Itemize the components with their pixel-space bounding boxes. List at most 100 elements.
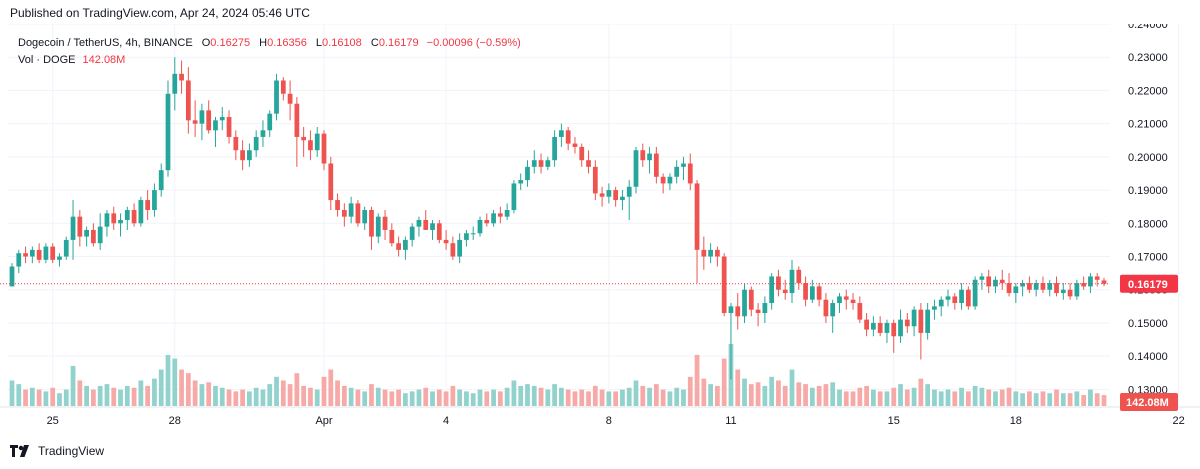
candle-body <box>260 130 266 137</box>
volume-bar <box>843 391 849 406</box>
volume-bar <box>674 387 680 406</box>
candle-body <box>1101 280 1107 284</box>
volume-bar <box>172 358 178 406</box>
volume-bar <box>809 387 815 406</box>
volume-bar <box>409 391 415 406</box>
volume-bar <box>769 376 775 406</box>
candle-body <box>803 283 808 300</box>
legend-symbol[interactable]: Dogecoin / TetherUS, 4h, BINANCE <box>18 37 193 49</box>
candle-body <box>450 243 456 257</box>
volume-bar <box>504 387 510 406</box>
candle-body <box>877 322 883 333</box>
volume-bar <box>206 382 212 406</box>
volume-bar <box>396 389 401 406</box>
chart-area[interactable]: 0.24000 0.23000 0.22000 0.21000 0.20000 0.190… <box>0 19 1200 436</box>
candle <box>592 160 598 201</box>
candle-body <box>572 143 578 147</box>
candle-body <box>219 117 225 121</box>
candle <box>803 276 808 307</box>
volume-bar <box>29 387 35 406</box>
candle-body <box>1054 283 1059 294</box>
candle-body <box>233 136 239 151</box>
volume-bar <box>708 384 713 406</box>
candle-body <box>1027 283 1032 290</box>
volume-bar <box>50 387 56 406</box>
volume-bar <box>640 385 646 406</box>
last-price-tag: 0.16179 <box>1120 274 1178 293</box>
candle <box>1094 273 1100 287</box>
volume-bar <box>247 391 252 406</box>
candle <box>1067 283 1073 300</box>
candle <box>837 293 842 313</box>
last-volume-tag-bg <box>1120 393 1178 412</box>
candle <box>809 279 815 304</box>
candle <box>240 140 245 171</box>
y-tick-label: 0.23000 <box>1128 52 1168 64</box>
volume-bar <box>857 387 863 406</box>
candle-body <box>145 200 151 211</box>
volume-bar <box>918 378 924 406</box>
price-tags: 0.16179 142.08M <box>1120 274 1178 412</box>
candle-body <box>959 289 964 304</box>
candle-body <box>898 319 903 337</box>
legend-high: 0.16356 <box>267 37 307 49</box>
volume-bar <box>1040 391 1046 406</box>
candle <box>29 246 35 264</box>
candle <box>653 146 659 184</box>
volume-bar <box>348 387 354 406</box>
volume-bar <box>145 385 151 406</box>
candle-body <box>843 296 849 300</box>
volume-bar <box>993 391 998 406</box>
candle-body <box>1074 283 1080 297</box>
candle-body <box>423 219 429 230</box>
candle-body <box>979 276 985 280</box>
candle <box>843 289 849 310</box>
candle-body <box>809 286 815 300</box>
candle-body <box>559 130 564 137</box>
candle-body <box>185 80 191 121</box>
volume-bar <box>97 385 103 406</box>
candle <box>443 229 449 250</box>
candle-body <box>904 319 910 327</box>
candle-body <box>36 249 42 260</box>
candle-body <box>430 223 435 230</box>
volume-bar <box>701 378 707 406</box>
candle <box>287 80 293 121</box>
candle-body <box>884 322 890 333</box>
candle <box>1101 277 1107 287</box>
candle-body <box>375 216 381 237</box>
volume-bar <box>877 391 883 406</box>
candle <box>396 236 401 257</box>
footer-brand[interactable]: TradingView <box>38 444 105 458</box>
volume-bar <box>497 391 503 406</box>
candle <box>247 143 252 167</box>
candle-body <box>23 253 28 257</box>
candle <box>667 173 673 191</box>
candle-body <box>626 186 632 197</box>
tradingview-logo-icon[interactable] <box>10 445 32 457</box>
time-axis: 25 28 Apr 4 8 11 15 18 22 <box>47 415 1185 427</box>
last-volume-tag-text: 142.08M <box>1126 397 1169 409</box>
candle <box>91 223 96 247</box>
candle <box>884 319 890 343</box>
volume-bar <box>464 391 469 406</box>
volume-bar <box>287 384 293 406</box>
volume-bar <box>477 389 483 406</box>
volume-bar <box>545 389 551 406</box>
volume-bar <box>762 385 768 406</box>
volume-bar <box>871 389 876 406</box>
legend-volume-label[interactable]: Vol · DOGE <box>18 54 76 66</box>
volume-bar <box>491 389 496 406</box>
volume-bar <box>796 382 802 406</box>
candle-body <box>348 203 354 217</box>
volume-bar <box>301 385 307 406</box>
volume-bar <box>389 391 395 406</box>
candle <box>145 190 151 220</box>
candlestick-chart[interactable]: 0.24000 0.23000 0.22000 0.21000 0.20000 0.190… <box>0 19 1200 436</box>
candle-body <box>748 289 754 310</box>
volume-bar <box>511 380 517 406</box>
candle <box>158 163 164 197</box>
candle <box>219 107 225 131</box>
candle <box>124 206 130 230</box>
legend-close-label: C <box>370 37 379 49</box>
